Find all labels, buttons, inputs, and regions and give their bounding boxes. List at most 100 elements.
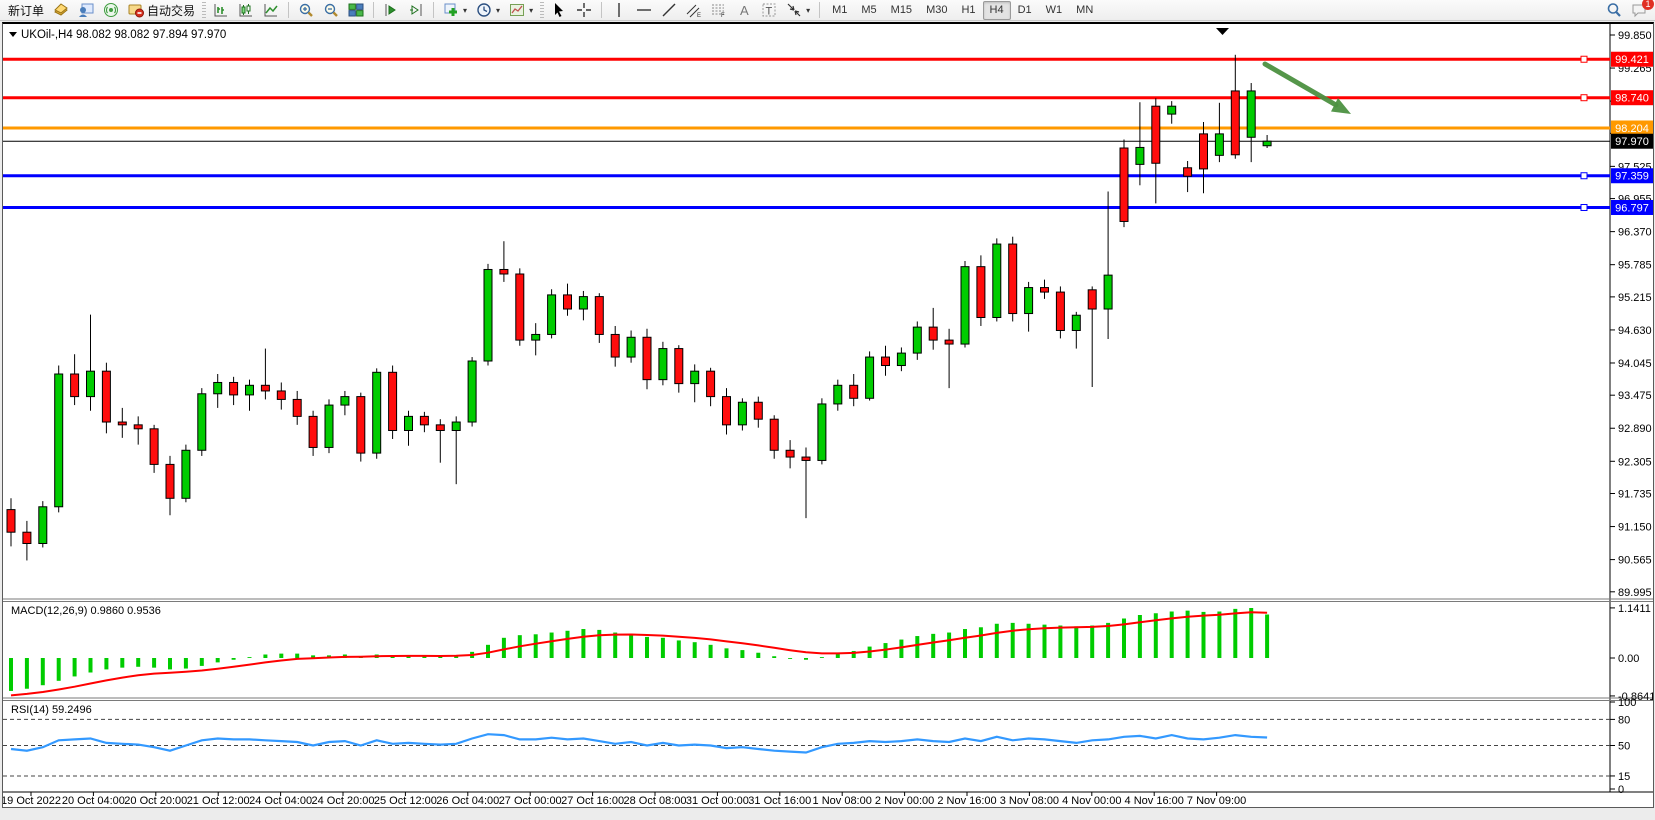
axis-label: 96.797 (1615, 202, 1649, 214)
search-button[interactable] (1602, 1, 1626, 20)
svg-text:E: E (697, 13, 701, 18)
horizontal-line-icon (637, 9, 652, 11)
candle-body (388, 371, 398, 431)
horizontal-line-button[interactable] (632, 1, 656, 20)
vertical-line-button[interactable] (607, 1, 631, 20)
price-line-badge (1611, 90, 1653, 106)
main-toolbar: 新订单 自动交易 ▾ ▾ (0, 0, 1655, 21)
line-anchor-handle[interactable] (1580, 203, 1588, 211)
candlestick-chart-button[interactable] (234, 1, 258, 20)
timeframe-H4[interactable]: H4 (982, 0, 1011, 20)
candle-body (960, 266, 970, 345)
timeframe-W1[interactable]: W1 (1045, 4, 1063, 16)
trend-arrow-annotation[interactable] (1262, 61, 1339, 108)
axis-label: 4 Nov 16:00 (1125, 795, 1184, 806)
zoom-in-button[interactable] (294, 1, 318, 20)
candle-body (324, 404, 334, 448)
price-line-badge (1611, 51, 1653, 67)
candle-body (467, 360, 477, 423)
arrows-button[interactable]: ▾ (782, 1, 814, 20)
text-button[interactable]: A (732, 1, 756, 20)
market-watch-button[interactable] (74, 1, 98, 20)
axis-label: 98.204 (1615, 123, 1649, 135)
line-anchor-handle[interactable] (1580, 55, 1588, 63)
axis-label: 97.359 (1615, 171, 1649, 183)
candle-body (22, 531, 32, 545)
price-line-badge (1611, 120, 1653, 136)
history-center-button[interactable] (49, 1, 73, 20)
timeframe-M30[interactable]: M30 (926, 4, 948, 16)
axis-label: 24 Oct 20:00 (312, 795, 375, 806)
dropdown-caret: ▾ (496, 5, 501, 15)
notification-badge: 1 (1642, 0, 1654, 10)
candle-body (404, 415, 413, 431)
macd-label: MACD(12,26,9) 0.9860 0.9536 (11, 605, 161, 617)
line-anchor-handle[interactable] (1580, 172, 1588, 180)
candle-body (483, 268, 493, 362)
crosshair-button[interactable] (572, 1, 596, 20)
axis-label: 0 (1618, 784, 1624, 796)
candle-body (260, 384, 270, 392)
timeframe-M1[interactable]: M1 (832, 4, 848, 16)
candle-body (229, 381, 239, 396)
zoom-out-button[interactable] (319, 1, 343, 20)
price-chart[interactable]: 99.85099.26598.68098.11097.52596.95596.3… (1, 24, 1655, 807)
timeframe-M5[interactable]: M5 (861, 4, 877, 16)
axis-label: 92.305 (1618, 456, 1652, 468)
candle-body (865, 356, 875, 399)
toolbar-grip (202, 2, 207, 18)
indicators-button[interactable]: ▾ (439, 1, 471, 20)
line-anchor-handle[interactable] (1580, 94, 1588, 102)
new-order-button[interactable]: 新订单 (4, 1, 48, 20)
bar-chart-icon (214, 4, 228, 17)
text-label-button[interactable]: T (757, 1, 781, 20)
axis-label: 96.370 (1618, 227, 1652, 239)
cursor-button[interactable] (547, 1, 571, 20)
candle-body (6, 509, 16, 533)
zoom-in-icon (299, 3, 313, 17)
equidistant-channel-button[interactable]: E (682, 1, 706, 20)
axis-label: 2 Nov 16:00 (937, 795, 996, 806)
axis-label: 100 (1618, 697, 1636, 709)
notifications-button[interactable]: 1 (1627, 0, 1654, 20)
axis-label: 95.215 (1618, 292, 1652, 304)
candle-body (1262, 140, 1272, 147)
channel-icon: E (686, 4, 701, 18)
price-line-badge (1611, 133, 1653, 149)
timeframe-H1[interactable]: H1 (961, 4, 976, 16)
candle-body (785, 449, 795, 458)
bar-chart-button[interactable] (209, 1, 233, 20)
chart-shift-marker[interactable] (1216, 28, 1229, 35)
templates-button[interactable]: ▾ (505, 1, 537, 20)
candle-body (547, 294, 557, 335)
chart-background[interactable] (3, 24, 1653, 806)
candlestick-icon (239, 4, 253, 17)
timeframe-M15[interactable]: M15 (890, 4, 913, 16)
timeframe-D1[interactable]: D1 (1017, 4, 1032, 16)
axis-label: 20 Oct 20:00 (124, 795, 187, 806)
signals-button[interactable] (99, 1, 123, 20)
candle-body (499, 268, 509, 275)
toolbar-separator (601, 2, 603, 18)
axis-label: 50 (1618, 741, 1630, 753)
tile-windows-button[interactable] (344, 1, 368, 20)
candle-body (515, 273, 525, 341)
text-icon: A (740, 3, 749, 18)
autotrading-button[interactable]: 自动交易 (124, 1, 199, 20)
add-indicator-icon (444, 3, 458, 16)
fibonacci-button[interactable]: F (707, 1, 731, 20)
symbol-dropdown-icon[interactable] (9, 32, 17, 37)
candle-body (992, 243, 1002, 318)
trendline-button[interactable] (657, 1, 681, 20)
auto-scroll-button[interactable] (379, 1, 403, 20)
vertical-line-icon (618, 3, 620, 17)
axis-label: 94.045 (1618, 358, 1652, 370)
periods-button[interactable]: ▾ (472, 1, 504, 20)
chart-shift-button[interactable] (404, 1, 428, 20)
timeframe-MN[interactable]: MN (1076, 4, 1094, 16)
line-chart-button[interactable] (259, 1, 283, 20)
candle-body (1167, 105, 1177, 115)
candle-body (181, 449, 191, 499)
candle-body (769, 418, 779, 451)
dropdown-caret: ▾ (806, 5, 811, 15)
